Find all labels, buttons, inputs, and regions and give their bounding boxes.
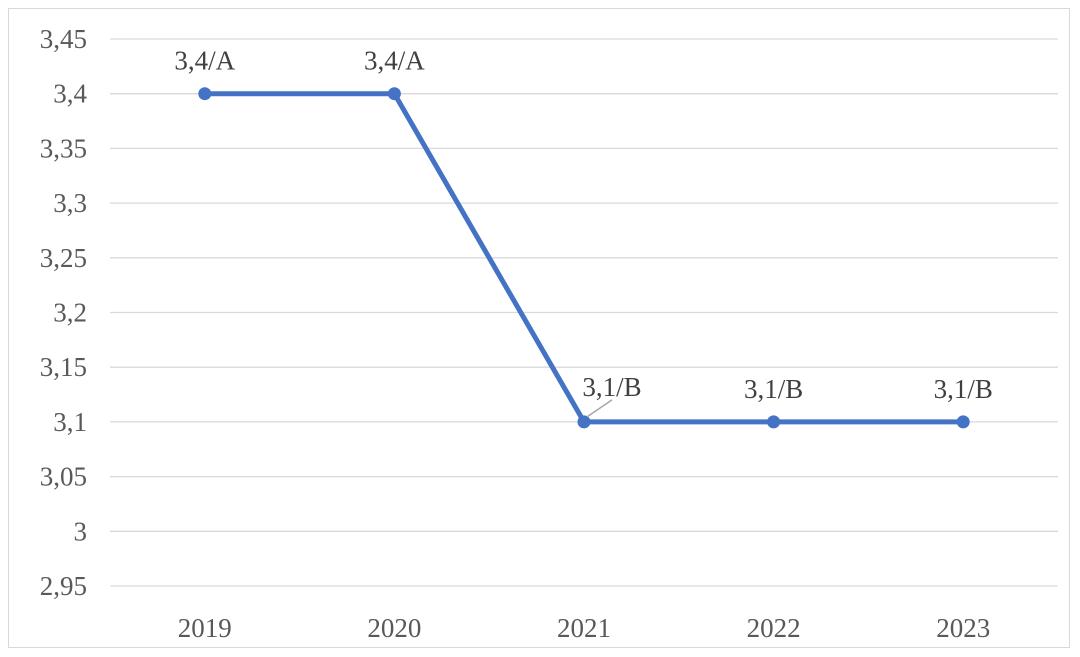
- series-points: [198, 87, 970, 429]
- y-tick-label: 3,05: [40, 462, 87, 492]
- y-tick-label: 3,45: [40, 24, 87, 54]
- y-axis: 3,45 3,4 3,35 3,3 3,25 3,2 3,15 3,1 3,05 3 2,95: [40, 24, 88, 601]
- y-tick-label: 3: [74, 516, 88, 546]
- x-axis: 2019 2020 2021 2022 2023: [178, 613, 990, 643]
- data-label: 3,4/A: [174, 46, 235, 76]
- data-label: 3,1/B: [934, 374, 993, 404]
- x-tick-label: 2019: [178, 613, 232, 643]
- y-tick-label: 3,15: [40, 352, 87, 382]
- data-point: [387, 87, 401, 101]
- y-tick-label: 3,4: [53, 79, 87, 109]
- x-tick-label: 2021: [557, 613, 611, 643]
- x-tick-label: 2020: [367, 613, 421, 643]
- data-point: [956, 415, 970, 429]
- y-tick-label: 2,95: [40, 571, 87, 601]
- y-tick-label: 3,1: [53, 407, 87, 437]
- data-label: 3,1/B: [744, 374, 803, 404]
- data-labels: 3,4/A 3,4/A 3,1/B 3,1/B 3,1/B: [174, 46, 993, 418]
- y-tick-label: 3,25: [40, 243, 87, 273]
- y-tick-label: 3,3: [53, 188, 87, 218]
- chart-frame: [8, 8, 1070, 648]
- data-point: [767, 415, 781, 429]
- data-point: [198, 87, 212, 101]
- data-label: 3,1/B: [582, 372, 641, 402]
- x-tick-label: 2022: [747, 613, 801, 643]
- y-tick-label: 3,2: [53, 298, 87, 328]
- data-label: 3,4/A: [364, 46, 425, 76]
- y-tick-label: 3,35: [40, 133, 87, 163]
- leader-line: [586, 399, 613, 418]
- data-point: [577, 415, 591, 429]
- x-tick-label: 2023: [936, 613, 990, 643]
- grid-lines: [110, 38, 1058, 587]
